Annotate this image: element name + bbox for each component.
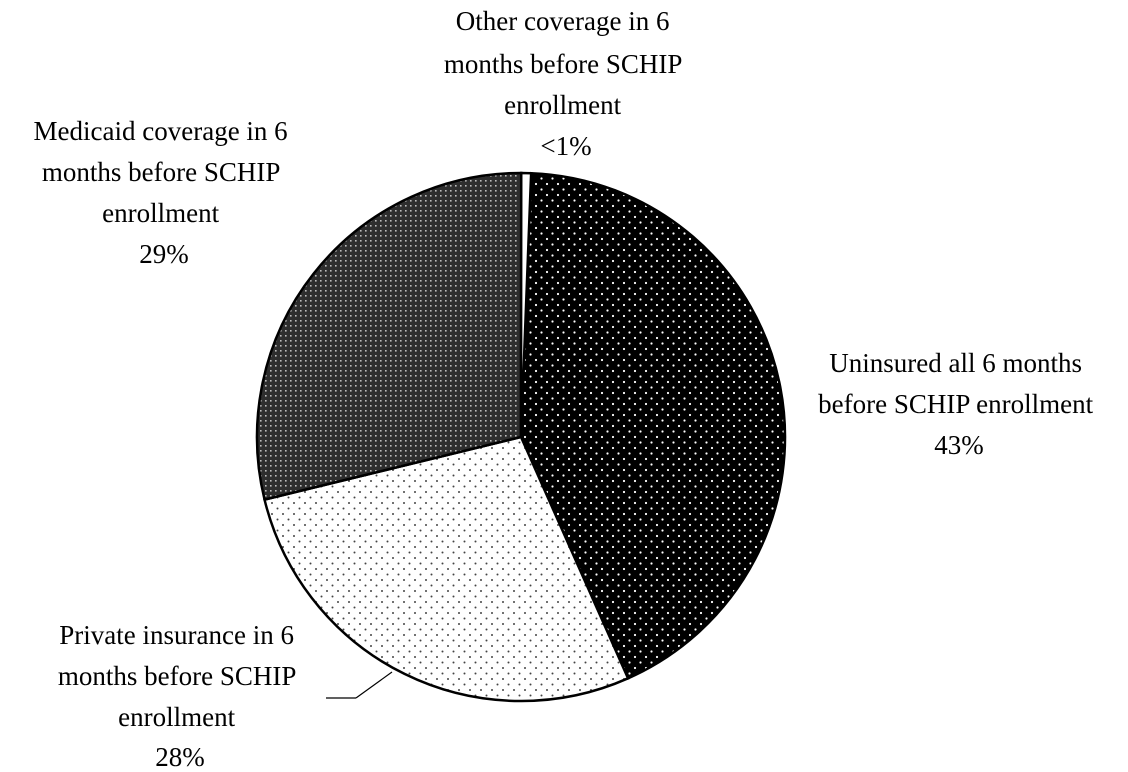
slice-other bbox=[519, 171, 533, 438]
slice-uninsured bbox=[519, 171, 787, 680]
label-uninsured: Uninsured all 6 months before SCHIP enro… bbox=[818, 348, 1100, 460]
label-other: Other coverage in 6 months before SCHIP … bbox=[444, 6, 688, 161]
label-medicaid: Medicaid coverage in 6 months before SCH… bbox=[34, 116, 295, 269]
private-leader-line-2 bbox=[355, 671, 393, 699]
label-private: Private insurance in 6 months before SCH… bbox=[58, 620, 302, 772]
slice-private bbox=[263, 435, 630, 703]
slice-medicaid bbox=[255, 171, 523, 502]
pie-slices bbox=[255, 171, 787, 703]
